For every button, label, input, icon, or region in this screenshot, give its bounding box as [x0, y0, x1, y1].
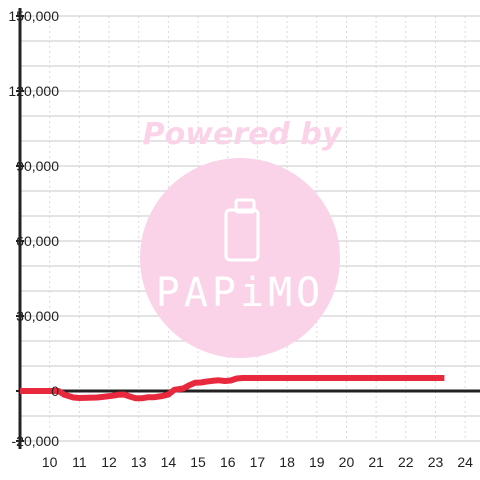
y-tick-label: 30,000	[16, 308, 59, 324]
x-tick-label: 13	[131, 454, 147, 470]
x-tick-label: 12	[101, 454, 117, 470]
watermark-brand: PAPiMO	[156, 270, 325, 316]
x-tick-label: 22	[398, 454, 414, 470]
x-tick-label: 11	[72, 454, 87, 470]
x-tick-label: 20	[339, 454, 355, 470]
y-tick-label: 60,000	[16, 233, 59, 249]
y-tick-label: 150,000	[8, 8, 59, 24]
x-tick-label: 18	[279, 454, 295, 470]
y-tick-label: 90,000	[16, 158, 59, 174]
phone-icon	[224, 198, 260, 262]
x-tick-label: 19	[309, 454, 325, 470]
grid	[20, 15, 480, 442]
watermark-text: Powered by	[143, 117, 343, 152]
watermark-circle	[140, 158, 340, 358]
series-line	[20, 375, 445, 402]
series-layer	[20, 375, 445, 402]
x-tick-label: 23	[428, 454, 444, 470]
x-tick-label: 14	[161, 454, 177, 470]
y-tick-label: 0	[51, 383, 59, 399]
x-tick-label: 21	[368, 454, 384, 470]
y-tick-label: 120,000	[8, 83, 59, 99]
y-tick-label: -20,000	[12, 433, 60, 449]
x-tick-label: 16	[220, 454, 236, 470]
x-tick-label: 17	[250, 454, 266, 470]
x-tick-label: 15	[190, 454, 206, 470]
x-tick-label: 10	[42, 454, 58, 470]
tick-labels: -20,000 0 30,000 60,000 90,000 120,000 150,000…	[8, 8, 473, 470]
watermark: Powered by PAPiMO	[140, 117, 343, 358]
axes	[16, 8, 480, 449]
x-tick-label: 24	[457, 454, 473, 470]
